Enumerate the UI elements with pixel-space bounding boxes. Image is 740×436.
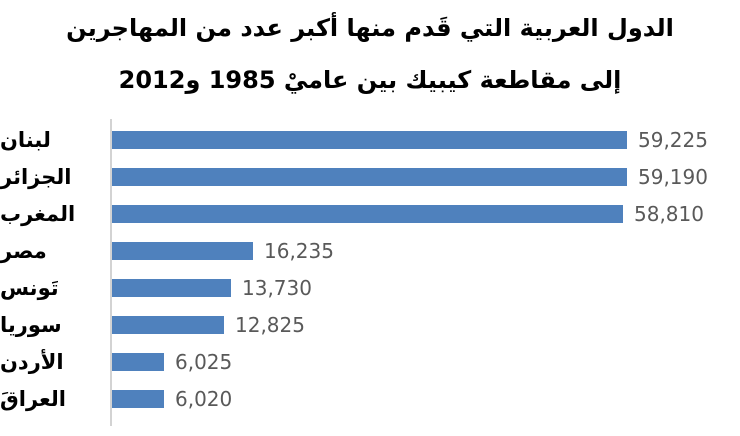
- bar: [112, 353, 164, 372]
- bar: [112, 205, 623, 224]
- category-axis-line: [110, 118, 112, 426]
- bar: [112, 168, 627, 187]
- chart-title: الدول العربية التي قَدم منها أكبر عدد من…: [0, 0, 740, 97]
- bar-cell: 59,225: [112, 128, 740, 152]
- bar: [112, 390, 164, 409]
- table-row: مصر 16,235: [0, 233, 740, 270]
- value-label: 12,825: [235, 313, 305, 338]
- value-label: 59,190: [638, 165, 708, 190]
- category-label: العراقَ: [0, 387, 66, 412]
- value-label: 59,225: [638, 128, 708, 153]
- category-label: تَونس: [0, 276, 59, 301]
- chart-title-line2: إلى مقاطعة كيبيك بين عاميْ 1985 و2012: [118, 66, 622, 95]
- category-label: لبنان: [0, 128, 51, 153]
- bar-cell: 12,825: [112, 313, 740, 337]
- value-label: 58,810: [634, 202, 704, 227]
- table-row: لبنان 59,225: [0, 122, 740, 159]
- table-row: العراقَ 6,020: [0, 381, 740, 418]
- bar-cell: 58,810: [112, 202, 740, 226]
- category-label: سوريا: [0, 313, 62, 338]
- chart-title-line1: الدول العربية التي قَدم منها أكبر عدد من…: [66, 14, 674, 42]
- category-label: المغرب: [0, 202, 76, 227]
- table-row: تَونس 13,730: [0, 270, 740, 307]
- table-row: الجزائر 59,190: [0, 159, 740, 196]
- bar-cell: 59,190: [112, 165, 740, 189]
- bar-chart: لبنان 59,225 الجزائر 59,190 المغرب 58,810 مصر 1…: [0, 118, 740, 426]
- value-label: 13,730: [242, 276, 312, 301]
- category-label: الجزائر: [0, 165, 72, 190]
- bar: [112, 131, 627, 150]
- value-label: 6,020: [175, 387, 233, 412]
- bar: [112, 242, 253, 261]
- table-row: الأردن 6,025: [0, 344, 740, 381]
- bar-cell: 16,235: [112, 239, 740, 263]
- bar-cell: 13,730: [112, 276, 740, 300]
- table-row: سوريا 12,825: [0, 307, 740, 344]
- bar-rows: لبنان 59,225 الجزائر 59,190 المغرب 58,810 مصر 1…: [0, 119, 740, 426]
- value-label: 6,025: [175, 350, 233, 375]
- bar: [112, 316, 224, 335]
- bar-cell: 6,020: [112, 387, 740, 411]
- category-label: الأردن: [0, 350, 64, 375]
- bar: [112, 279, 231, 298]
- value-label: 16,235: [264, 239, 334, 264]
- bar-cell: 6,025: [112, 350, 740, 374]
- table-row: المغرب 58,810: [0, 196, 740, 233]
- category-label: مصر: [0, 239, 47, 264]
